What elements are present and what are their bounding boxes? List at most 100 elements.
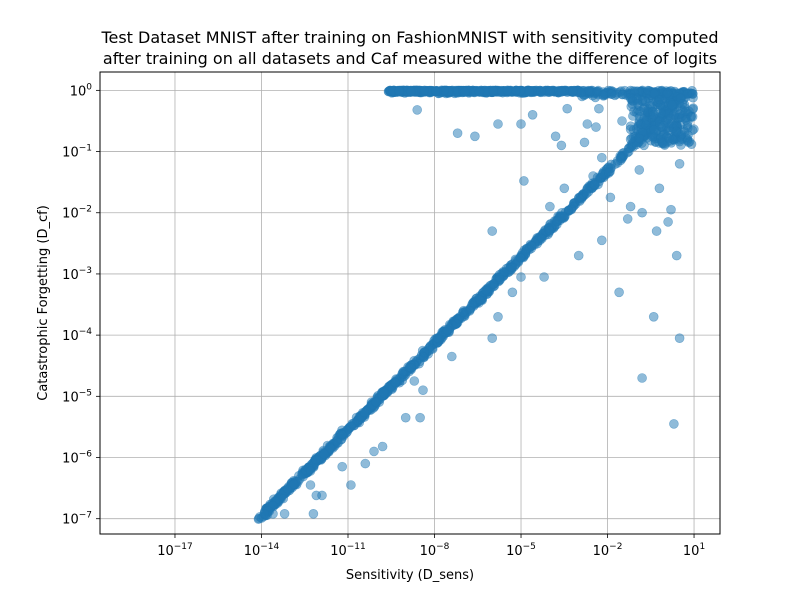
scatter-point <box>419 85 429 96</box>
scatter-point <box>664 133 674 144</box>
y-tick-label: 10−3 <box>62 266 92 283</box>
scatter-point <box>481 285 491 296</box>
scatter-point <box>359 407 370 418</box>
scatter-point <box>515 253 526 263</box>
scatter-point <box>390 377 401 388</box>
scatter-point <box>625 134 636 145</box>
scatter-point <box>527 241 537 251</box>
scatter-point <box>654 94 665 105</box>
scatter-point <box>632 99 643 109</box>
scatter-point <box>588 171 598 181</box>
scatter-point <box>516 272 526 282</box>
x-tick-base: 10 <box>683 544 700 559</box>
y-tick-label: 100 <box>70 82 93 99</box>
scatter-point <box>663 217 673 227</box>
x-tick-label: 10−17 <box>157 542 193 559</box>
scatter-point <box>451 318 462 329</box>
x-tick-label: 10−5 <box>506 542 536 559</box>
scatter-point <box>494 272 505 283</box>
x-tick-exponent: −14 <box>260 542 279 552</box>
scatter-point <box>544 225 555 236</box>
scatter-point <box>545 86 555 96</box>
scatter-point <box>507 262 518 273</box>
scatter-point <box>550 131 561 142</box>
scatter-point <box>310 454 321 465</box>
scatter-point <box>406 363 417 373</box>
scatter-point <box>432 333 443 344</box>
plot-area-frame <box>99 71 721 535</box>
scatter-point <box>662 88 673 98</box>
scatter-point <box>452 128 463 138</box>
scatter-point <box>545 201 555 212</box>
y-tick-label: 10−1 <box>62 144 92 161</box>
x-tick-exponent: −8 <box>436 542 450 552</box>
scatter-point <box>457 307 468 318</box>
scatter-point <box>319 449 329 459</box>
x-tick-label: 101 <box>683 542 705 559</box>
scatter-point <box>677 99 688 109</box>
y-tick-exponent: −6 <box>79 450 93 460</box>
x-tick-base: 10 <box>593 544 610 559</box>
scatter-point <box>651 226 662 236</box>
y-tick-base: 10 <box>62 452 79 467</box>
chart-title-line-1: Test Dataset MNIST after training on Fas… <box>100 28 718 47</box>
x-tick-base: 10 <box>157 544 174 559</box>
scatter-point <box>637 373 647 383</box>
y-tick-exponent: −2 <box>79 205 92 215</box>
scatter-point <box>648 110 659 120</box>
scatter-point <box>606 89 617 99</box>
y-tick-label: 10−7 <box>62 511 92 528</box>
scatter-point <box>446 351 457 362</box>
scatter-point <box>671 126 682 137</box>
x-axis-label: Sensitivity (D_sens) <box>346 568 474 583</box>
x-tick-exponent: −2 <box>609 542 622 552</box>
scatter-point <box>400 412 411 423</box>
y-axis-label: Catastrophic Forgetting (D_cf) <box>36 205 51 401</box>
x-tick-exponent: −11 <box>347 542 366 552</box>
scatter-point <box>556 86 567 97</box>
scatter-point <box>634 165 645 175</box>
scatter-point <box>337 429 347 440</box>
scatter-point <box>371 397 381 408</box>
y-tick-base: 10 <box>70 84 87 99</box>
scatter-point <box>409 376 420 386</box>
y-tick-base: 10 <box>62 268 79 283</box>
data-points <box>253 85 699 524</box>
scatter-point <box>658 121 669 131</box>
scatter-point <box>641 120 651 130</box>
scatter-point <box>519 176 529 186</box>
scatter-point <box>568 201 578 212</box>
scatter-point <box>641 96 651 107</box>
scatter-point <box>487 333 498 344</box>
scatter-point <box>537 233 547 244</box>
scatter-point <box>369 446 379 457</box>
x-tick-base: 10 <box>244 544 261 559</box>
scatter-point <box>625 121 636 131</box>
y-tick-base: 10 <box>62 207 79 222</box>
scatter-point <box>459 87 470 97</box>
scatter-point <box>377 441 388 452</box>
x-tick-base: 10 <box>330 544 347 559</box>
scatter-point <box>507 287 518 298</box>
y-tick-exponent: −3 <box>79 266 92 276</box>
scatter-point <box>394 86 404 96</box>
scatter-point <box>666 204 676 215</box>
scatter-point <box>305 480 316 490</box>
y-tick-exponent: −1 <box>79 144 92 154</box>
x-tick-base: 10 <box>506 544 523 559</box>
scatter-point <box>579 137 590 148</box>
scatter-point <box>317 490 327 501</box>
scatter-point <box>649 124 659 135</box>
scatter-point <box>279 508 290 519</box>
y-tick-exponent: −7 <box>79 511 92 521</box>
scatter-point <box>412 105 423 115</box>
x-tick-label: 10−11 <box>330 542 366 559</box>
y-tick-base: 10 <box>62 390 79 405</box>
scatter-point <box>669 110 679 120</box>
scatter-point <box>346 480 356 490</box>
scatter-point <box>582 119 593 129</box>
scatter-point <box>502 85 513 96</box>
scatter-point <box>539 272 549 282</box>
y-tick-label: 10−4 <box>62 327 92 344</box>
